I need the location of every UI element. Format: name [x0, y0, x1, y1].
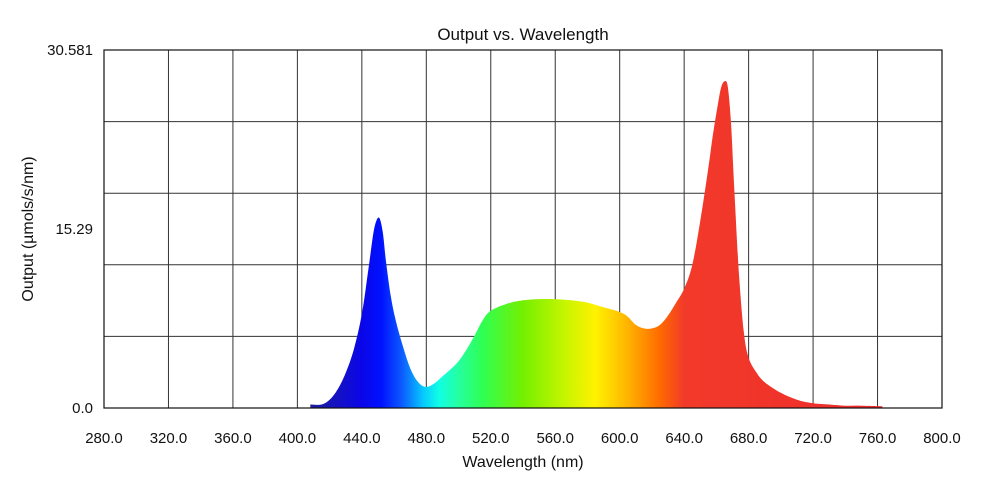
y-tick-label: 15.29	[55, 221, 93, 238]
y-axis-label: Output (µmols/s/nm)	[20, 156, 37, 301]
x-tick-label: 360.0	[214, 430, 252, 447]
x-tick-label: 280.0	[85, 430, 123, 447]
series-area	[310, 81, 883, 408]
chart-title: Output vs. Wavelength	[437, 25, 608, 44]
x-tick-label: 440.0	[343, 430, 381, 447]
x-tick-label: 560.0	[536, 430, 574, 447]
x-tick-label: 640.0	[665, 430, 703, 447]
x-tick-label: 480.0	[408, 430, 446, 447]
y-tick-label: 30.581	[47, 42, 93, 59]
x-axis-label: Wavelength (nm)	[462, 454, 583, 471]
x-tick-label: 720.0	[794, 430, 832, 447]
y-tick-label: 0.0	[72, 400, 93, 417]
x-tick-labels: 280.0 320.0 360.0 400.0 440.0 480.0 520.0 560.0…	[85, 430, 961, 447]
x-tick-label: 800.0	[923, 430, 961, 447]
x-tick-label: 760.0	[859, 430, 897, 447]
x-tick-label: 400.0	[279, 430, 317, 447]
y-tick-labels: 0.0 15.29 30.581	[47, 42, 93, 417]
x-tick-label: 600.0	[601, 430, 639, 447]
x-tick-label: 680.0	[730, 430, 768, 447]
x-tick-label: 320.0	[150, 430, 188, 447]
x-tick-label: 520.0	[472, 430, 510, 447]
plot-frame	[103, 49, 943, 409]
